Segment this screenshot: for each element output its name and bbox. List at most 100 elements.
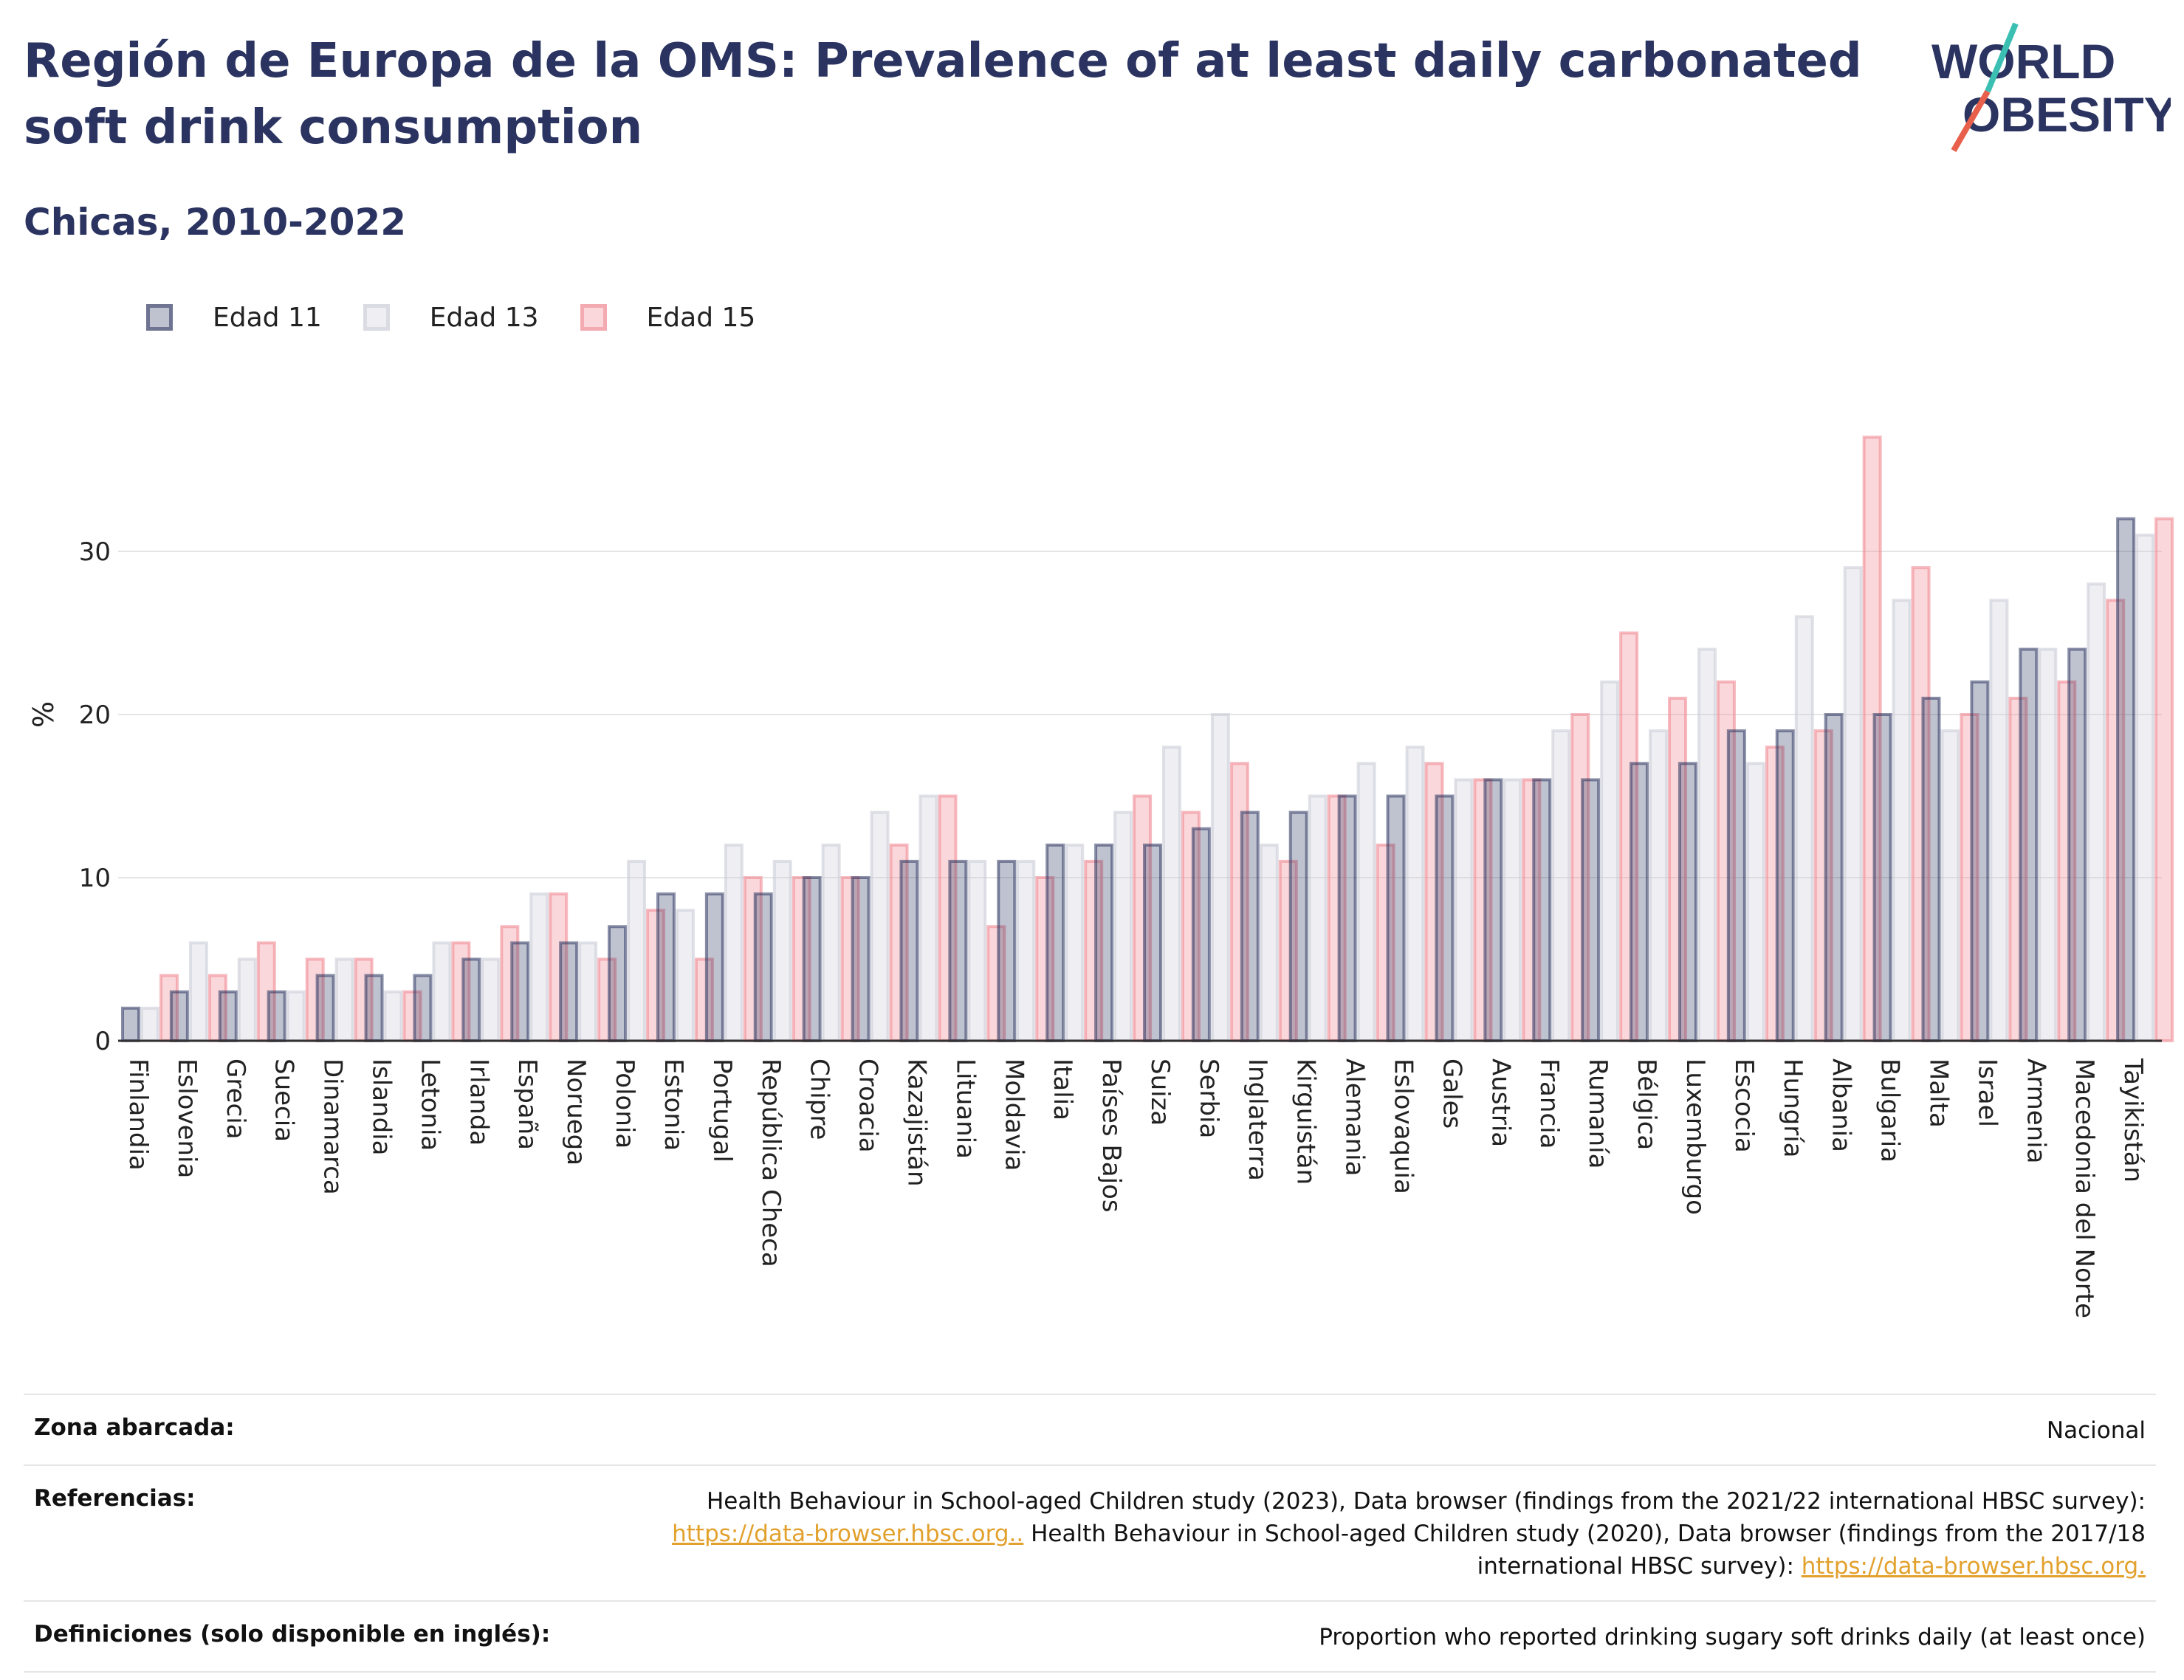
bar-alemania-edad-13[interactable] — [1356, 762, 1376, 1043]
bar-lituania-edad-11[interactable] — [948, 859, 968, 1043]
bar-inglaterra-edad-13[interactable] — [1259, 843, 1279, 1043]
bar-inglaterra-edad-11[interactable] — [1240, 810, 1260, 1042]
bar-francia-edad-13[interactable] — [1551, 729, 1571, 1042]
bar-polonia-edad-11[interactable] — [608, 925, 628, 1043]
legend-item-age11[interactable]: Edad 11 — [146, 303, 322, 333]
bar-belgica-edad-11[interactable] — [1630, 762, 1649, 1043]
gridlines — [118, 551, 2162, 878]
bar-eslovaquia-edad-13[interactable] — [1405, 746, 1425, 1042]
x-tick-label: Polonia — [610, 1058, 639, 1149]
bar-eslovenia-edad-11[interactable] — [169, 990, 189, 1042]
bar-albania-edad-11[interactable] — [1824, 713, 1844, 1042]
legend-item-age15[interactable]: Edad 15 — [580, 303, 755, 333]
reference-link-1[interactable]: https://data-browser.hbsc.org.. — [672, 1521, 1024, 1547]
bar-macedonia-del-norte-edad-11[interactable] — [2067, 647, 2087, 1042]
bar-republica-checa-edad-11[interactable] — [753, 892, 773, 1042]
bar-paises-bajos-edad-13[interactable] — [1113, 810, 1133, 1042]
bar-tayikistan-edad-15[interactable] — [2154, 517, 2174, 1042]
x-tick-label: Chipre — [805, 1058, 834, 1140]
bar-kirguistan-edad-13[interactable] — [1308, 794, 1328, 1042]
bar-serbia-edad-13[interactable] — [1210, 713, 1230, 1042]
x-tick-label: Islandia — [367, 1058, 396, 1155]
bar-polonia-edad-13[interactable] — [627, 859, 647, 1043]
bar-kazajistan-edad-11[interactable] — [899, 859, 919, 1043]
bar-malta-edad-13[interactable] — [1940, 729, 1960, 1042]
bar-tayikistan-edad-11[interactable] — [2116, 517, 2136, 1042]
bar-suiza-edad-11[interactable] — [1143, 843, 1162, 1043]
bar-irlanda-edad-11[interactable] — [461, 957, 481, 1042]
x-tick-label: Eslovaquia — [1389, 1058, 1418, 1194]
bar-bulgaria-edad-13[interactable] — [1892, 599, 1912, 1042]
bar-croacia-edad-11[interactable] — [851, 876, 870, 1042]
bar-eslovaquia-edad-11[interactable] — [1386, 794, 1406, 1042]
bar-letonia-edad-13[interactable] — [432, 941, 452, 1043]
bar-suiza-edad-13[interactable] — [1162, 746, 1181, 1042]
bar-gales-edad-13[interactable] — [1454, 778, 1474, 1043]
bar-moldavia-edad-13[interactable] — [1016, 859, 1036, 1043]
x-tick-label: Austria — [1486, 1058, 1515, 1147]
bar-rumania-edad-11[interactable] — [1581, 778, 1601, 1043]
bar-portugal-edad-13[interactable] — [724, 843, 744, 1043]
bar-suecia-edad-11[interactable] — [267, 990, 286, 1042]
bar-irlanda-edad-13[interactable] — [481, 957, 501, 1042]
bar-islandia-edad-11[interactable] — [364, 974, 384, 1042]
bar-grecia-edad-13[interactable] — [237, 957, 257, 1042]
bar-bulgaria-edad-11[interactable] — [1872, 713, 1892, 1042]
bar-tayikistan-edad-13[interactable] — [2135, 533, 2155, 1042]
bar-moldavia-edad-11[interactable] — [997, 859, 1017, 1043]
bar-dinamarca-edad-13[interactable] — [334, 957, 354, 1042]
x-tick-label: Hungría — [1778, 1058, 1807, 1158]
legend-item-age13[interactable]: Edad 13 — [363, 303, 539, 333]
bar-espana-edad-11[interactable] — [510, 941, 530, 1043]
bar-kirguistan-edad-11[interactable] — [1288, 810, 1308, 1042]
bar-hungria-edad-11[interactable] — [1775, 729, 1795, 1042]
bar-armenia-edad-11[interactable] — [2019, 647, 2039, 1042]
reference-link-2[interactable]: https://data-browser.hbsc.org. — [1801, 1553, 2146, 1580]
bar-eslovenia-edad-13[interactable] — [188, 941, 208, 1043]
bar-chipre-edad-13[interactable] — [821, 843, 841, 1043]
bar-italia-edad-11[interactable] — [1045, 843, 1065, 1043]
x-tick-label: Rumanía — [1583, 1058, 1613, 1168]
bar-armenia-edad-13[interactable] — [2038, 647, 2058, 1042]
bar-escocia-edad-11[interactable] — [1726, 729, 1746, 1042]
bar-estonia-edad-11[interactable] — [656, 892, 676, 1042]
bar-macedonia-del-norte-edad-13[interactable] — [2087, 582, 2106, 1042]
bar-escocia-edad-13[interactable] — [1745, 762, 1765, 1043]
bar-dinamarca-edad-11[interactable] — [315, 974, 335, 1042]
bar-alemania-edad-11[interactable] — [1337, 794, 1357, 1042]
bar-paises-bajos-edad-11[interactable] — [1094, 843, 1114, 1043]
bar-croacia-edad-13[interactable] — [870, 810, 890, 1042]
bar-finlandia-edad-11[interactable] — [121, 1006, 140, 1043]
bar-israel-edad-13[interactable] — [1989, 599, 2009, 1042]
bar-gales-edad-11[interactable] — [1435, 794, 1455, 1042]
x-tick-label: Irlanda — [464, 1058, 493, 1146]
bar-lituania-edad-13[interactable] — [967, 859, 987, 1043]
bar-grecia-edad-11[interactable] — [218, 990, 238, 1042]
bar-noruega-edad-11[interactable] — [559, 941, 579, 1043]
bar-luxemburgo-edad-13[interactable] — [1697, 647, 1717, 1042]
bar-rumania-edad-13[interactable] — [1600, 680, 1620, 1042]
bar-austria-edad-11[interactable] — [1483, 778, 1503, 1043]
bar-luxemburgo-edad-11[interactable] — [1678, 762, 1697, 1043]
bar-noruega-edad-13[interactable] — [578, 941, 598, 1043]
bar-belgica-edad-13[interactable] — [1649, 729, 1669, 1042]
bar-albania-edad-13[interactable] — [1843, 566, 1863, 1042]
bar-israel-edad-11[interactable] — [1970, 680, 1990, 1042]
bar-italia-edad-13[interactable] — [1065, 843, 1085, 1043]
bar-suecia-edad-13[interactable] — [286, 990, 306, 1042]
bar-malta-edad-11[interactable] — [1921, 696, 1941, 1043]
bar-serbia-edad-11[interactable] — [1191, 827, 1211, 1042]
bar-hungria-edad-13[interactable] — [1794, 615, 1814, 1042]
bar-kazajistan-edad-13[interactable] — [918, 794, 938, 1042]
bar-republica-checa-edad-13[interactable] — [772, 859, 792, 1043]
bar-chipre-edad-11[interactable] — [802, 876, 822, 1042]
bar-portugal-edad-11[interactable] — [704, 892, 724, 1042]
bar-francia-edad-11[interactable] — [1532, 778, 1552, 1043]
x-tick-label: Noruega — [561, 1058, 591, 1166]
bar-letonia-edad-11[interactable] — [413, 974, 433, 1042]
bar-espana-edad-13[interactable] — [529, 892, 549, 1042]
bar-austria-edad-13[interactable] — [1503, 778, 1522, 1043]
bar-estonia-edad-13[interactable] — [675, 909, 695, 1042]
bar-finlandia-edad-13[interactable] — [140, 1006, 159, 1043]
bar-islandia-edad-13[interactable] — [383, 990, 403, 1042]
